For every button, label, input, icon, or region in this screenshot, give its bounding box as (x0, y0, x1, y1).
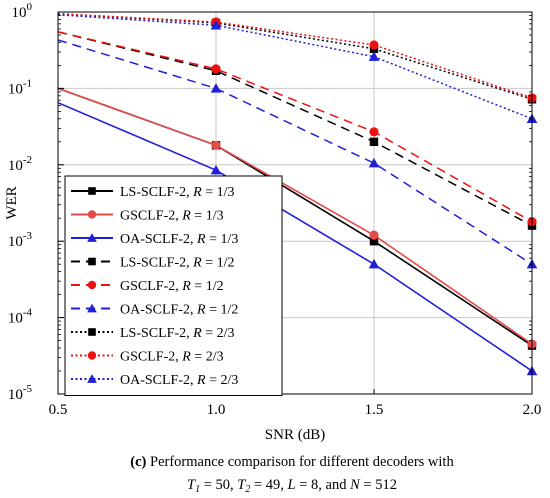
marker-circle (369, 127, 379, 137)
marker-square (369, 237, 379, 246)
marker-triangle (210, 83, 222, 93)
marker-circle (369, 40, 379, 50)
x-tick-label: 0.5 (49, 402, 68, 418)
legend-label: OA-SCLF-2, R = 1/2 (120, 303, 238, 318)
legend: LS-SCLF-2, R = 1/3 GSCLF-2, R = 1/3 OA-SCL… (64, 175, 283, 396)
marker-triangle (368, 157, 380, 168)
caption-line-1: (c) Performance comparison for different… (130, 454, 454, 470)
caption-t2-subscript: 2 (245, 484, 250, 495)
legend-label: GSCLF-2, R = 2/3 (120, 350, 224, 365)
caption-l-value: = 8, and (296, 477, 351, 493)
series-7 (57, 12, 537, 103)
legend-entry: LS-SCLF-2, R = 2/3 (71, 326, 234, 341)
series-line (57, 87, 533, 345)
series-line (57, 31, 533, 223)
legend-entry: GSCLF-2, R = 1/2 (71, 279, 224, 294)
y-tick-label: 100 (12, 1, 33, 21)
caption-t1-symbol: T (187, 477, 196, 493)
marker-circle (87, 351, 97, 360)
marker-triangle (368, 258, 380, 269)
series-line (57, 39, 533, 265)
series-2 (57, 101, 538, 376)
caption-t2-value: = 49, (250, 477, 287, 493)
caption-text: Performance comparison for different dec… (146, 454, 454, 470)
legend-entry: OA-SCLF-2, R = 1/2 (71, 303, 238, 318)
marker-square (88, 187, 96, 195)
caption-l-symbol: L (287, 477, 296, 493)
marker-circle (211, 64, 221, 74)
caption-t1-value: = 50, (200, 477, 237, 493)
series-line (57, 12, 533, 99)
y-axis-label: WER (4, 186, 20, 219)
marker-square (88, 257, 96, 266)
marker-square (369, 137, 379, 147)
series-line (57, 14, 533, 120)
legend-entry: GSCLF-2, R = 2/3 (71, 350, 224, 365)
series-line (57, 31, 533, 227)
x-tick-label: 2.0 (523, 402, 542, 418)
y-tick-label: 10-3 (8, 230, 33, 250)
x-axis-label: SNR (dB) (265, 427, 325, 443)
marker-triangle (368, 51, 380, 61)
legend-entry: LS-SCLF-2, R = 1/3 (71, 185, 234, 200)
y-tick-label: 10-2 (8, 154, 32, 174)
legend-label: GSCLF-2, R = 1/2 (120, 279, 224, 294)
ticks: 0.5 1.0 1.5 2.0 100 10-1 10-2 10-3 10-4 10-5 (8, 1, 542, 418)
marker-triangle (87, 233, 97, 242)
legend-entry: OA-SCLF-2, R = 1/3 (71, 232, 238, 247)
series-line (57, 101, 533, 372)
marker-circle (87, 210, 97, 219)
legend-label: OA-SCLF-2, R = 2/3 (120, 373, 238, 388)
caption-n-symbol: N (349, 477, 361, 493)
caption-n-value: = 512 (360, 477, 397, 493)
caption-line-2: T1 = 50, T2 = 49, L = 8, and N = 512 (187, 477, 397, 495)
marker-circle (211, 140, 221, 150)
marker-square (88, 328, 96, 336)
legend-label: LS-SCLF-2, R = 1/2 (120, 256, 234, 271)
marker-triangle (87, 303, 97, 313)
caption-t2-symbol: T (237, 477, 246, 493)
series-6 (57, 12, 537, 104)
plot-frame (57, 11, 533, 395)
legend-label: LS-SCLF-2, R = 1/3 (120, 185, 234, 200)
marker-circle (369, 230, 379, 240)
marker-triangle (87, 374, 97, 383)
caption-t1-subscript: 1 (195, 484, 200, 495)
legend-entry: LS-SCLF-2, R = 1/2 (71, 256, 234, 271)
x-tick-label: 1.5 (365, 402, 384, 418)
caption-label: (c) (130, 454, 146, 470)
y-tick-label: 10-4 (8, 307, 33, 327)
x-tick-label: 1.0 (207, 402, 226, 418)
marker-triangle (210, 164, 222, 175)
marker-circle (87, 280, 97, 290)
series-4 (57, 31, 537, 227)
legend-entry: OA-SCLF-2, R = 2/3 (71, 373, 238, 388)
legend-label: OA-SCLF-2, R = 1/3 (120, 232, 238, 247)
series-line (57, 12, 533, 101)
marker-triangle (210, 19, 222, 30)
y-tick-label: 10-5 (8, 383, 33, 403)
legend-label: LS-SCLF-2, R = 2/3 (120, 326, 234, 341)
legend-entry: GSCLF-2, R = 1/3 (71, 209, 224, 224)
legend-label: GSCLF-2, R = 1/3 (120, 209, 224, 224)
series-8 (57, 14, 538, 124)
y-tick-label: 10-1 (8, 77, 32, 97)
